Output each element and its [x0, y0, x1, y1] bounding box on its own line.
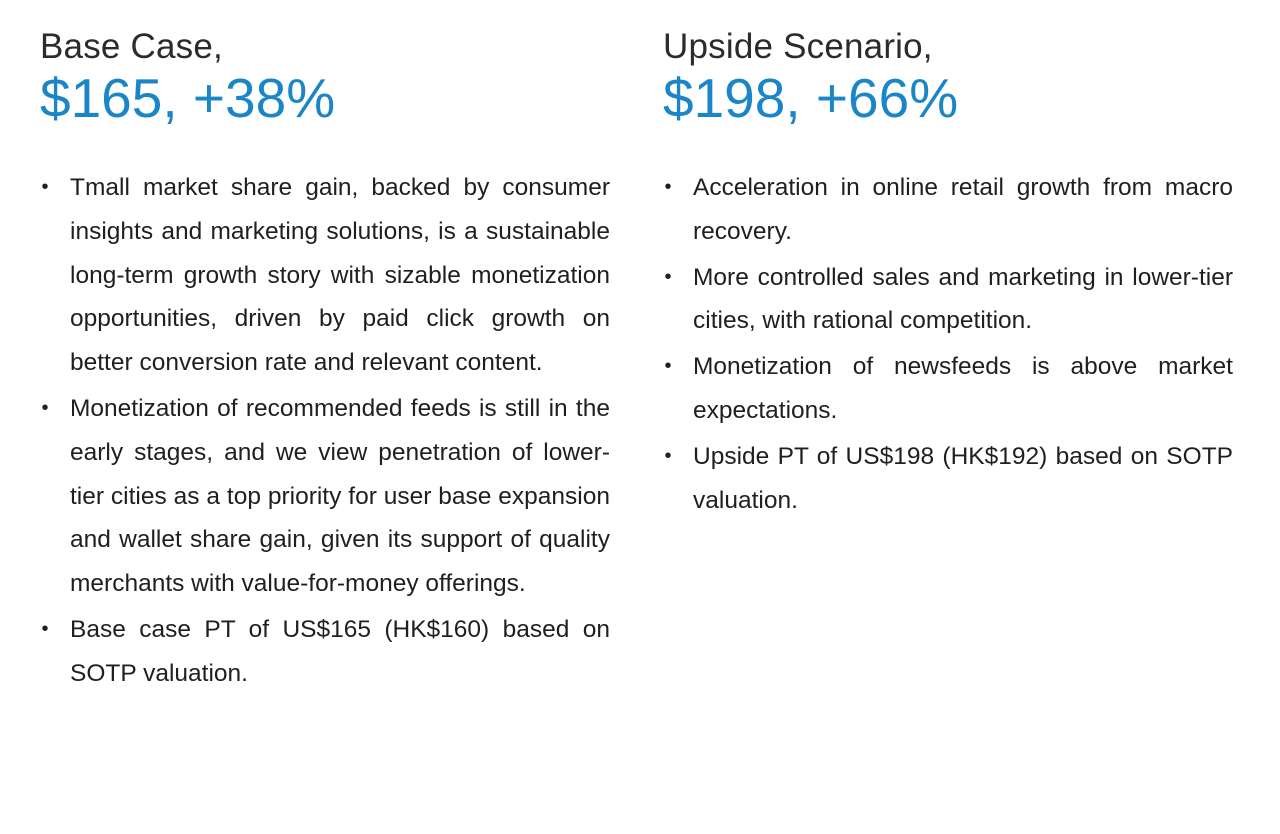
base-case-value: $165, +38% [40, 67, 336, 129]
bullet-icon: • [41, 176, 49, 198]
list-item: • Monetization of recommended feeds is s… [40, 387, 610, 606]
bullet-text: Tmall market share gain, backed by consu… [70, 174, 610, 377]
bullet-icon: • [41, 617, 49, 640]
bullet-text: Base case PT of US$165 (HK$160) based on… [70, 615, 610, 687]
bullet-text: Monetization of recommended feeds is sti… [70, 394, 610, 598]
bullet-icon: • [664, 176, 672, 198]
upside-scenario-column: Upside Scenario, $198, +66% • Accelerati… [663, 26, 1233, 514]
list-item: • More controlled sales and marketing in… [663, 256, 1233, 344]
upside-scenario-value: $198, +66% [663, 67, 959, 129]
list-item: • Base case PT of US$165 (HK$160) based … [40, 608, 610, 696]
list-item: • Monetization of newsfeeds is above mar… [663, 345, 1233, 433]
base-case-label: Base Case, [40, 27, 223, 66]
upside-scenario-label: Upside Scenario, [663, 27, 933, 66]
base-case-column: Base Case, $165, +38% • Tmall market sha… [40, 26, 610, 687]
list-item: • Upside PT of US$198 (HK$192) based on … [663, 435, 1233, 523]
bullet-text: Acceleration in online retail growth fro… [693, 174, 1233, 245]
bullet-text: Upside PT of US$198 (HK$192) based on SO… [693, 442, 1233, 514]
list-item: • Acceleration in online retail growth f… [663, 166, 1233, 254]
upside-scenario-bullets: • Acceleration in online retail growth f… [663, 166, 1233, 524]
bullet-icon: • [664, 355, 672, 378]
bullet-icon: • [664, 265, 672, 288]
base-case-bullets: • Tmall market share gain, backed by con… [40, 166, 610, 698]
bullet-text: Monetization of newsfeeds is above marke… [693, 353, 1233, 424]
bullet-icon: • [41, 396, 49, 419]
bullet-icon: • [664, 444, 672, 467]
list-item: • Tmall market share gain, backed by con… [40, 166, 610, 385]
bullet-text: More controlled sales and marketing in l… [693, 263, 1233, 335]
